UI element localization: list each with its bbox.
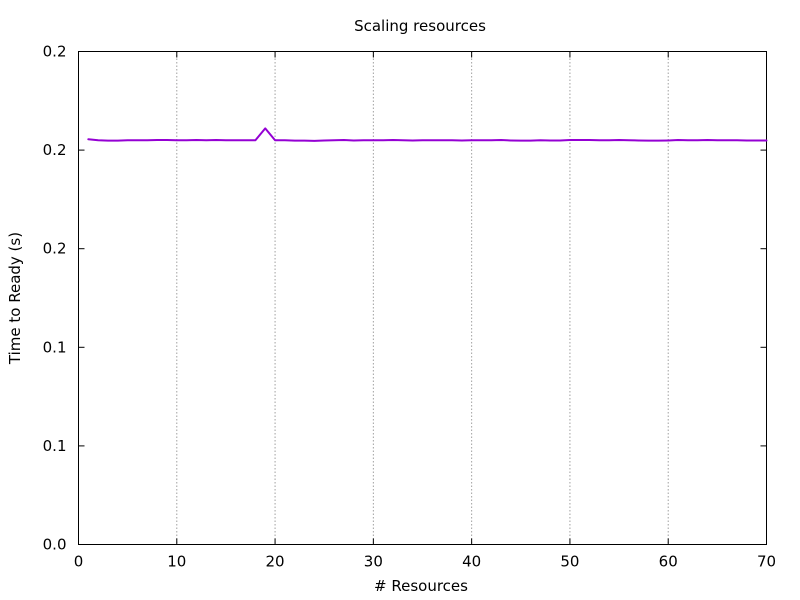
y-tick-label: 0.1 [43, 437, 67, 455]
series-layer [87, 127, 768, 142]
y-tick-label: 0.2 [43, 141, 67, 159]
y-axis-title: Time to Ready (s) [6, 232, 24, 365]
series-line [87, 127, 768, 142]
x-tick-label: 40 [462, 553, 481, 571]
x-tick-label: 50 [560, 553, 579, 571]
plot-frame [78, 51, 767, 545]
y-tick-label: 0.2 [43, 43, 67, 61]
x-tick-label: 30 [364, 553, 383, 571]
chart-title: Scaling resources [354, 17, 486, 35]
grid-layer [176, 51, 669, 545]
x-tick-label: 60 [659, 553, 678, 571]
y-tick-label: 0.2 [43, 240, 67, 258]
tick-label-layer: 0 10 20 30 40 50 60 70 0.0 0.1 0.1 0.2 0.2 0.2 [43, 43, 776, 571]
x-tick-label: 20 [266, 553, 285, 571]
x-tick-label: 0 [74, 553, 84, 571]
y-tick-label: 0.1 [43, 338, 67, 356]
x-tick-label: 70 [757, 553, 776, 571]
x-tick-label: 10 [167, 553, 186, 571]
y-tick-label: 0.0 [43, 536, 67, 554]
x-axis-title: # Resources [374, 577, 468, 595]
